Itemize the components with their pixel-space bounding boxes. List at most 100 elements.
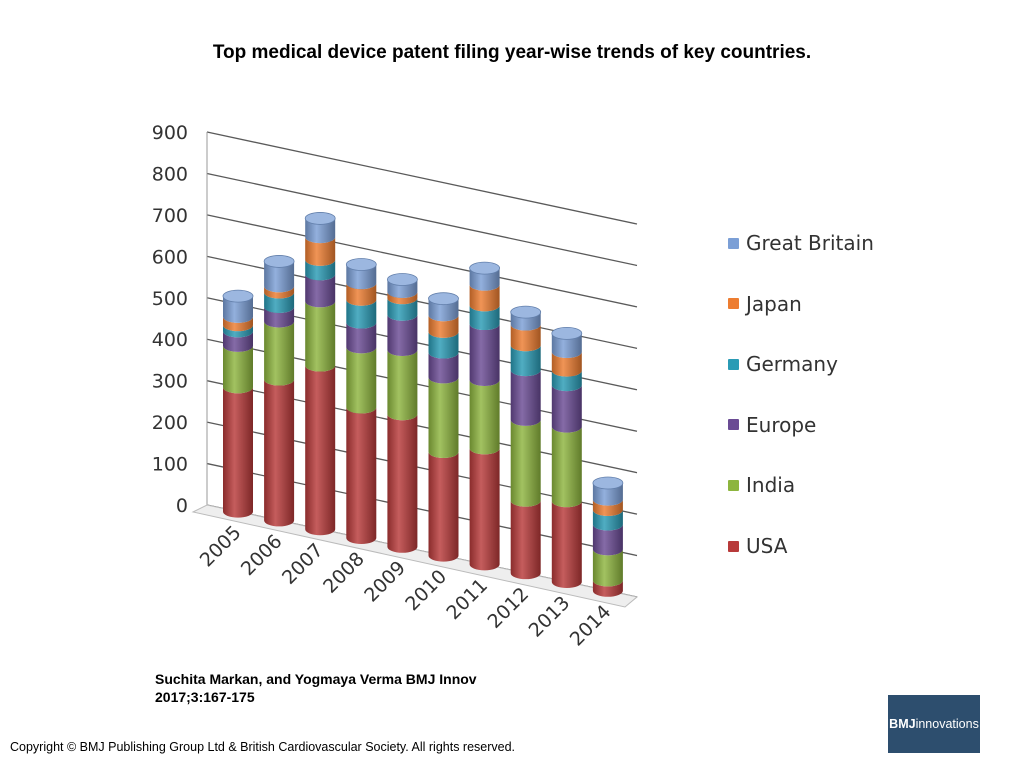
bar-segment-japan [551, 351, 582, 377]
bar-segment-usa [592, 580, 623, 597]
legend-label: Japan [746, 291, 802, 316]
bar-segment-india [223, 345, 253, 394]
bar-stack-2013 [551, 326, 583, 588]
bar-segment-germany [469, 305, 500, 331]
bmj-innovations-logo[interactable]: BMJ innovations [888, 695, 980, 753]
bar-top-cap [304, 212, 336, 225]
bar-segment-europe [428, 352, 459, 384]
y-axis-ticks: 0 100 200 300 400 500 600 700 800 900 [152, 122, 188, 517]
bar-top-cap [222, 289, 254, 303]
bar-segment-japan [428, 315, 459, 338]
bar-top-cap [428, 292, 459, 306]
bar-segment-germany [305, 259, 336, 281]
legend-label: Germany [746, 352, 838, 377]
bar-segment-europe [305, 274, 336, 308]
y-tick-label: 800 [152, 163, 188, 185]
y-tick-label: 0 [176, 495, 188, 517]
bar-segment-great-britain [428, 298, 459, 322]
bar-top-cap [510, 305, 542, 319]
bar-segment-india [305, 301, 336, 372]
citation: Suchita Markan, and Yogmaya Verma BMJ In… [155, 670, 477, 706]
citation-line-1: Suchita Markan, and Yogmaya Verma BMJ In… [155, 671, 477, 687]
y-tick-label: 600 [152, 246, 188, 268]
bar-segment-germany [428, 331, 459, 359]
bar-segment-japan [387, 291, 418, 305]
bar-segment-india [346, 347, 377, 414]
legend-item-japan: Japan [728, 289, 802, 319]
bar-segment-europe [346, 322, 377, 354]
bar-segment-europe [469, 324, 500, 386]
bar-segment-germany [510, 345, 541, 377]
legend-item-great-britain: Great Britain [728, 228, 874, 258]
gridline [206, 172, 638, 267]
legend-label: India [746, 473, 796, 498]
bar-segment-usa [387, 414, 418, 553]
bar-stack-2008 [345, 258, 377, 545]
bar-segment-great-britain [551, 333, 582, 358]
bar-segment-usa [510, 500, 541, 580]
bar-top-cap [386, 273, 418, 286]
bar-segment-germany [592, 509, 623, 531]
bar-segment-india [428, 377, 459, 458]
bar-segment-europe [223, 331, 253, 352]
bar-segment-germany [387, 298, 418, 321]
bar-segment-germany [223, 325, 253, 338]
bar-segment-europe [264, 307, 295, 328]
y-tick-label: 300 [152, 371, 188, 393]
bar-segment-india [592, 549, 623, 587]
legend-swatch [728, 479, 739, 491]
bar-segment-germany [551, 370, 582, 392]
bar-segment-usa [346, 407, 377, 545]
chart-title: Top medical device patent filing year-wi… [212, 42, 812, 63]
legend-label: Europe [746, 412, 817, 437]
bar-segment-great-britain [346, 264, 377, 290]
bar-segment-india [387, 349, 418, 421]
legend-item-india: India [728, 470, 795, 500]
citation-line-2: 2017;3:167-175 [155, 689, 255, 705]
bar-stack-2005 [222, 289, 254, 518]
bar-segment-usa [469, 448, 500, 571]
y-tick-label: 400 [152, 329, 188, 351]
legend-item-usa: USA [728, 531, 787, 561]
bar-top-cap [469, 261, 501, 275]
legend-label: Great Britain [746, 231, 874, 255]
y-tick-label: 100 [152, 454, 188, 476]
bar-stack-2009 [386, 273, 418, 553]
bar-segment-europe [387, 314, 418, 356]
legend-label: USA [746, 534, 788, 558]
chart-bars [222, 212, 624, 597]
bar-segment-europe [551, 385, 582, 433]
bar-segment-usa [264, 379, 295, 527]
bar-top-cap [592, 476, 624, 490]
legend-item-germany: Germany [728, 349, 838, 379]
bar-segment-india [510, 419, 541, 507]
bar-stack-2010 [428, 292, 459, 562]
legend-swatch [728, 540, 739, 552]
bar-segment-great-britain [305, 218, 336, 244]
bar-segment-usa [428, 452, 459, 562]
bar-segment-great-britain [592, 483, 623, 506]
bar-top-cap [551, 326, 583, 340]
bar-segment-japan [264, 286, 295, 299]
legend-swatch [728, 419, 739, 431]
legend-swatch [728, 237, 739, 249]
bar-segment-usa [223, 387, 253, 518]
bar-segment-japan [592, 499, 623, 516]
bar-top-cap [263, 255, 295, 268]
bar-segment-japan [469, 284, 500, 312]
legend-swatch [728, 298, 739, 310]
bar-segment-india [264, 321, 295, 386]
bar-segment-usa [551, 501, 582, 588]
copyright-notice: Copyright © BMJ Publishing Group Ltd & B… [10, 740, 516, 754]
legend-swatch [728, 358, 739, 370]
bar-stack-2012 [510, 305, 542, 580]
bar-segment-india [469, 379, 500, 455]
bar-segment-great-britain [469, 268, 500, 291]
bar-segment-japan [305, 237, 336, 266]
logo-bold-text: BMJ [889, 717, 916, 731]
bar-stack-2006 [263, 255, 295, 527]
bar-segment-europe [510, 370, 541, 426]
bar-segment-great-britain [223, 296, 253, 323]
bar-segment-great-britain [510, 312, 541, 331]
